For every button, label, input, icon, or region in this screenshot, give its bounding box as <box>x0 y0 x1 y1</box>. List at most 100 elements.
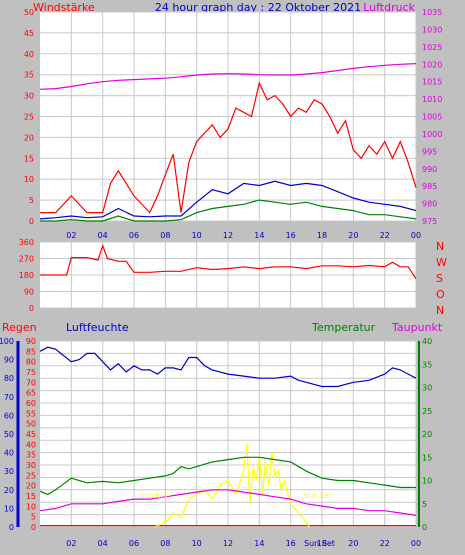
x-tick-label: 16 <box>286 539 296 548</box>
y-tick-label: 10 <box>422 477 432 486</box>
x-tick-label: 12 <box>223 539 233 548</box>
x-tick-label: 18 <box>317 231 327 240</box>
y-tick-label: 40 <box>26 440 36 449</box>
compass-label: N <box>436 304 444 317</box>
y-tick-label: 20 <box>4 486 14 495</box>
y-tick-label: 5 <box>29 196 34 205</box>
y-tick-label: 15 <box>24 154 34 163</box>
y-axis-temperature: 0 5 10 15 20 25 30 35 40 <box>418 337 432 532</box>
y-tick-label: 1005 <box>422 113 442 122</box>
y-tick-label: 0 <box>9 523 14 532</box>
y-tick-label: 35 <box>26 451 36 460</box>
y-tick-label: 5 <box>422 500 427 509</box>
y-axis-right-1: 975 980 985 990 995 1000 1005 1010 1015 1020 1025 1… <box>422 8 442 226</box>
y-tick-label: 50 <box>24 8 34 17</box>
y-tick-label: 40 <box>4 449 14 458</box>
series-2 <box>40 243 417 280</box>
y-tick-label: 60 <box>26 399 36 408</box>
x-tick-label: 08 <box>160 539 170 548</box>
y-tick-label: 40 <box>422 337 432 346</box>
compass-label: O <box>436 288 445 301</box>
y-tick-label: 80 <box>4 374 14 383</box>
x-tick-label: 20 <box>348 231 358 240</box>
y-tick-label: 15 <box>422 453 432 462</box>
y-tick-label: 985 <box>422 182 437 191</box>
y-tick-label: 55 <box>26 409 36 418</box>
y-tick-label: 20 <box>422 430 432 439</box>
y-tick-label: 30 <box>24 92 34 101</box>
y-tick-label: 10 <box>24 175 34 184</box>
y-tick-label: 990 <box>422 165 437 174</box>
y-tick-label: 45 <box>24 29 34 38</box>
y-tick-label: 995 <box>422 147 437 156</box>
y-tick-label: 1010 <box>422 95 442 104</box>
y-tick-label: 45 <box>26 430 36 439</box>
sun-set-label-1: Sun Set <box>304 492 331 500</box>
x-tick-label: 12 <box>223 231 233 240</box>
y-tick-label: 270 <box>19 255 34 264</box>
x-tick-label: 06 <box>129 539 139 548</box>
y-tick-label: 0 <box>29 304 34 313</box>
y-tick-label: 10 <box>4 504 14 513</box>
x-tick-label: 00 <box>411 231 421 240</box>
y-tick-label: 85 <box>26 347 36 356</box>
windstaerke-label: Windstärke <box>33 1 95 14</box>
grid-3 <box>40 340 417 528</box>
y-tick-label: 1025 <box>422 43 442 52</box>
y-axis-left-1: 0 5 10 15 20 25 30 35 40 45 50 <box>24 8 34 226</box>
x-tick-label: 04 <box>98 231 108 240</box>
x-tick-label: 06 <box>129 231 139 240</box>
compass-label: S <box>436 272 443 285</box>
y-tick-label: 65 <box>26 389 36 398</box>
y-tick-label: 50 <box>4 430 14 439</box>
compass-label: W <box>436 256 447 269</box>
y-tick-label: 40 <box>24 50 34 59</box>
y-tick-label: 100 <box>0 337 14 346</box>
y-tick-label: 35 <box>24 71 34 80</box>
x-tick-label: 14 <box>254 539 264 548</box>
x-tick-label: 10 <box>192 231 202 240</box>
y-tick-label: 180 <box>19 271 34 280</box>
regen-label: Regen <box>2 321 37 334</box>
chart-title: 24 hour graph day : 22 Oktober 2021 <box>155 1 361 14</box>
series-sonne <box>154 443 310 528</box>
y-tick-label: 15 <box>26 492 36 501</box>
series-3 <box>39 346 417 528</box>
x-tick-label: 20 <box>348 539 358 548</box>
y-tick-label: 1035 <box>422 8 442 17</box>
y-tick-label: 30 <box>422 384 432 393</box>
y-tick-label: 30 <box>4 467 14 476</box>
y-tick-label: 20 <box>24 133 34 142</box>
y-tick-label: 75 <box>26 368 36 377</box>
y-tick-label: 90 <box>26 337 36 346</box>
y-tick-label: 70 <box>4 393 14 402</box>
y-tick-label: 0 <box>29 217 34 226</box>
grid-2 <box>40 241 417 309</box>
y-tick-label: 35 <box>422 360 432 369</box>
sun-rise-label: Sun Rise <box>140 492 170 500</box>
series-temperatur <box>39 456 416 496</box>
series-taupunkt <box>39 489 417 516</box>
x-axis-3: 02 04 06 08 10 12 14 16 18 20 22 00 <box>66 539 421 548</box>
x-tick-label: 22 <box>380 539 390 548</box>
y-tick-label: 10 <box>26 502 36 511</box>
y-tick-label: 70 <box>26 378 36 387</box>
series-1 <box>39 63 417 222</box>
series-luftfeuchte <box>39 346 417 388</box>
series-wind-mittel <box>39 180 417 220</box>
x-tick-label: 04 <box>98 539 108 548</box>
x-tick-label: 22 <box>380 231 390 240</box>
luftfeuchte-label: Luftfeuchte <box>66 321 129 334</box>
x-tick-label: 18 <box>317 539 327 548</box>
y-tick-label: 60 <box>4 411 14 420</box>
y-axis-left-2: 0 90 180 270 360 <box>19 238 34 313</box>
y-tick-label: 25 <box>24 113 34 122</box>
y-tick-label: 25 <box>422 407 432 416</box>
series-windrichtung <box>40 243 417 280</box>
series-wind-boeen <box>40 81 417 214</box>
y-tick-label: 975 <box>422 217 437 226</box>
